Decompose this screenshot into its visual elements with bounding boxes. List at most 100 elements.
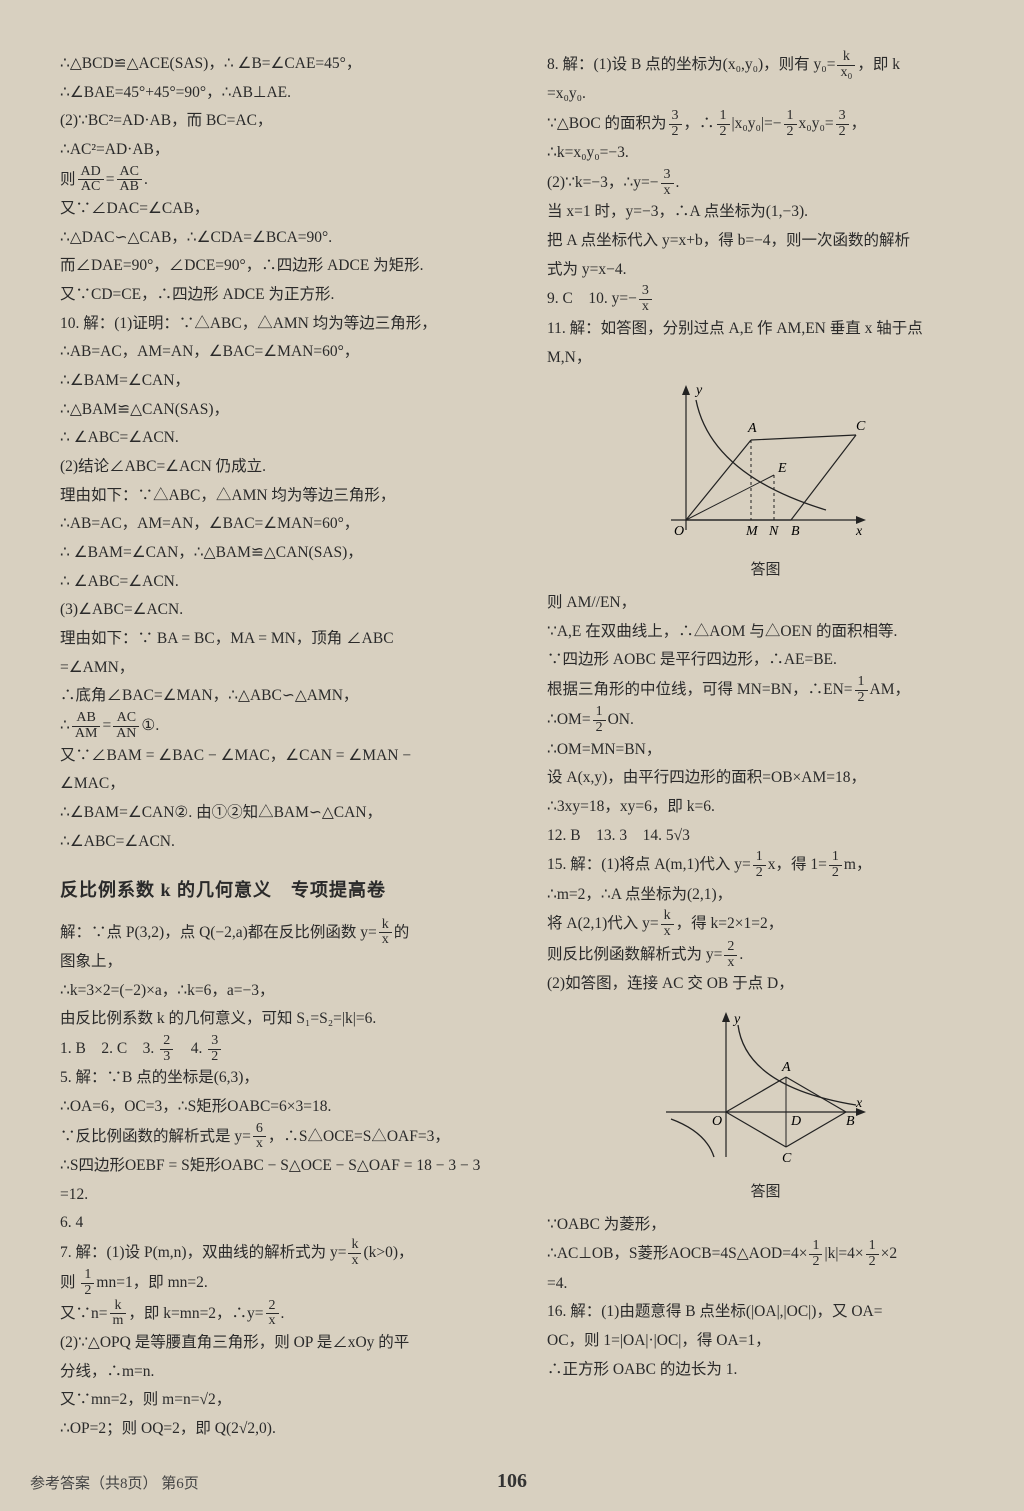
svg-text:N: N xyxy=(768,524,779,539)
chart-svg: y x O MNB A E C xyxy=(656,380,876,555)
text-line: 分线，∴m=n. xyxy=(60,1358,497,1387)
text-line: ∴∠BAE=45°+45°=90°，∴AB⊥AE. xyxy=(60,79,497,108)
text-line: (2)如答图，连接 AC 交 OB 于点 D， xyxy=(547,970,984,999)
text-line: 则 12mn=1，即 mn=2. xyxy=(60,1268,497,1298)
svg-text:A: A xyxy=(747,421,757,436)
text-line: ∴S四边形OEBF = S矩形OABC − S△OCE − S△OAF = 18… xyxy=(60,1152,497,1181)
text-line: 又∵∠DAC=∠CAB， xyxy=(60,195,497,224)
text-line: ∴ ∠BAM=∠CAN，∴△BAM≌△CAN(SAS)， xyxy=(60,539,497,568)
text-line: ∴k=3×2=(−2)×a，∴k=6，a=−3， xyxy=(60,977,497,1006)
text-line: ∴OA=6，OC=3，∴S矩形OABC=6×3=18. xyxy=(60,1093,497,1122)
text-line: 设 A(x,y)，由平行四边形的面积=OB×AM=18， xyxy=(547,764,984,793)
text-line: 解：∵点 P(3,2)，点 Q(−2,a)都在反比例函数 y=kx的 xyxy=(60,918,497,948)
text-line: 根据三角形的中位线，可得 MN=BN，∴EN=12AM， xyxy=(547,675,984,705)
figure-caption: 答图 xyxy=(750,557,780,585)
text-line: ∴△BCD≌△ACE(SAS)，∴ ∠B=∠CAE=45°， xyxy=(60,50,497,79)
text-line: 又∵∠BAM = ∠BAC − ∠MAC，∠CAN = ∠MAN − xyxy=(60,742,497,771)
svg-text:x: x xyxy=(855,524,863,539)
text-line: ∴底角∠BAC=∠MAN，∴△ABC∽△AMN， xyxy=(60,682,497,711)
text-line: ∴△DAC∽△CAB，∴∠CDA=∠BCA=90°. xyxy=(60,224,497,253)
right-column: 8. 解：(1)设 B 点的坐标为(x₀,y₀)，则有 y₀=kx₀，即 k=x… xyxy=(537,50,984,1471)
text-line: 又∵CD=CE，∴四边形 ADCE 为正方形. xyxy=(60,281,497,310)
text-line: ∴ABAM=ACAN①. xyxy=(60,711,497,741)
text-line: 又∵n=km，即 k=mn=2，∴y=2x. xyxy=(60,1299,497,1329)
text-line: ∵OABC 为菱形， xyxy=(547,1211,984,1240)
text-line: 15. 解：(1)将点 A(m,1)代入 y=12x，得 1=12m， xyxy=(547,850,984,880)
text-line: ∴正方形 OABC 的边长为 1. xyxy=(547,1356,984,1385)
text-line: OC，则 1=|OA|·|OC|，得 OA=1， xyxy=(547,1327,984,1356)
text-line: ∴AC⊥OB，S菱形AOCB=4S△AOD=4×12|k|=4×12×2 xyxy=(547,1239,984,1269)
text-line: (2)∵k=−3，∴y=−3x. xyxy=(547,168,984,198)
text-line: 10. 解：(1)证明：∵△ABC，△AMN 均为等边三角形， xyxy=(60,310,497,339)
page-number: 106 xyxy=(0,1470,1024,1493)
text-line: ∴OP=2；则 OQ=2，即 Q(2√2,0). xyxy=(60,1415,497,1444)
text-line: ∴∠BAM=∠CAN②. 由①②知△BAM∽△CAN， xyxy=(60,799,497,828)
text-line: 6. 4 xyxy=(60,1209,497,1238)
text-line: 理由如下：∵△ABC，△AMN 均为等边三角形， xyxy=(60,482,497,511)
figure-2: yxOADBC答图 xyxy=(547,1007,984,1207)
text-line: ∴∠BAM=∠CAN， xyxy=(60,367,497,396)
text-line: ∴△BAM≌△CAN(SAS)， xyxy=(60,396,497,425)
text-line: 1. B 2. C 3. 23 4. 32 xyxy=(60,1034,497,1064)
svg-text:B: B xyxy=(846,1114,855,1129)
text-line: 8. 解：(1)设 B 点的坐标为(x₀,y₀)，则有 y₀=kx₀，即 k xyxy=(547,50,984,80)
text-line: (2)∵△OPQ 是等腰直角三角形，则 OP 是∠xOy 的平 xyxy=(60,1329,497,1358)
text-line: 将 A(2,1)代入 y=kx，得 k=2×1=2， xyxy=(547,909,984,939)
svg-text:y: y xyxy=(694,383,703,398)
svg-text:x: x xyxy=(855,1096,863,1111)
section-title: 反比例系数 k 的几何意义 专项提高卷 xyxy=(60,874,497,907)
text-line: 12. B 13. 3 14. 5√3 xyxy=(547,822,984,851)
svg-text:D: D xyxy=(790,1114,801,1129)
text-line: ∵△BOC 的面积为32，∴12|x₀y₀|=−12x₀y₀=32， xyxy=(547,109,984,139)
text-line: ∴∠ABC=∠ACN. xyxy=(60,828,497,857)
page-content: ∴△BCD≌△ACE(SAS)，∴ ∠B=∠CAE=45°，∴∠BAE=45°+… xyxy=(60,50,984,1471)
text-line: ∵四边形 AOBC 是平行四边形，∴AE=BE. xyxy=(547,646,984,675)
text-line: ∴3xy=18，xy=6，即 k=6. xyxy=(547,793,984,822)
text-line: (2)∵BC²=AD·AB，而 BC=AC， xyxy=(60,107,497,136)
svg-text:B: B xyxy=(791,524,800,539)
text-line: 而∠DAE=90°，∠DCE=90°，∴四边形 ADCE 为矩形. xyxy=(60,252,497,281)
text-line: ∴OM=MN=BN， xyxy=(547,736,984,765)
svg-text:M: M xyxy=(745,524,759,539)
text-line: =x₀y₀. xyxy=(547,80,984,109)
svg-text:E: E xyxy=(777,461,787,476)
text-line: 当 x=1 时，y=−3，∴A 点坐标为(1,−3). xyxy=(547,198,984,227)
svg-text:y: y xyxy=(732,1012,741,1027)
text-line: =∠AMN， xyxy=(60,654,497,683)
text-line: 由反比例系数 k 的几何意义，可知 S₁=S₂=|k|=6. xyxy=(60,1005,497,1034)
svg-text:O: O xyxy=(674,524,684,539)
text-line: ∴ ∠ABC=∠ACN. xyxy=(60,424,497,453)
text-line: ∵A,E 在双曲线上，∴△AOM 与△OEN 的面积相等. xyxy=(547,618,984,647)
chart-svg: yxOADBC xyxy=(656,1007,876,1177)
text-line: (2)结论∠ABC=∠ACN 仍成立. xyxy=(60,453,497,482)
text-line: =12. xyxy=(60,1181,497,1210)
left-column: ∴△BCD≌△ACE(SAS)，∴ ∠B=∠CAE=45°，∴∠BAE=45°+… xyxy=(60,50,497,1471)
text-line: 图象上， xyxy=(60,948,497,977)
text-line: 式为 y=x−4. xyxy=(547,256,984,285)
text-line: 则 AM//EN， xyxy=(547,589,984,618)
text-line: ∴m=2，∴A 点坐标为(2,1)， xyxy=(547,881,984,910)
text-line: ∴AB=AC，AM=AN，∠BAC=∠MAN=60°， xyxy=(60,510,497,539)
text-line: 16. 解：(1)由题意得 B 点坐标(|OA|,|OC|)，又 OA= xyxy=(547,1298,984,1327)
text-line: 则反比例函数解析式为 y=2x. xyxy=(547,940,984,970)
svg-text:A: A xyxy=(781,1060,791,1075)
svg-text:C: C xyxy=(856,419,866,434)
text-line: 5. 解：∵B 点的坐标是(6,3)， xyxy=(60,1064,497,1093)
figure-caption: 答图 xyxy=(750,1179,780,1207)
text-line: ∠MAC， xyxy=(60,770,497,799)
text-line: ∵反比例函数的解析式是 y=6x，∴S△OCE=S△OAF=3， xyxy=(60,1122,497,1152)
text-line: 7. 解：(1)设 P(m,n)，双曲线的解析式为 y=kx(k>0)， xyxy=(60,1238,497,1268)
text-line: (3)∠ABC=∠ACN. xyxy=(60,596,497,625)
text-line: M,N， xyxy=(547,344,984,373)
text-line: ∴AB=AC，AM=AN，∠BAC=∠MAN=60°， xyxy=(60,338,497,367)
text-line: 9. C 10. y=−3x xyxy=(547,284,984,314)
figure-1: y x O MNB A E C 答图 xyxy=(547,380,984,585)
text-line: 把 A 点坐标代入 y=x+b，得 b=−4，则一次函数的解析 xyxy=(547,227,984,256)
text-line: =4. xyxy=(547,1270,984,1299)
text-line: 又∵mn=2，则 m=n=√2， xyxy=(60,1386,497,1415)
text-line: 理由如下：∵ BA = BC，MA = MN，顶角 ∠ABC xyxy=(60,625,497,654)
svg-text:O: O xyxy=(712,1114,722,1129)
text-line: ∴AC²=AD·AB， xyxy=(60,136,497,165)
text-line: ∴k=x₀y₀=−3. xyxy=(547,139,984,168)
text-line: ∴ ∠ABC=∠ACN. xyxy=(60,568,497,597)
